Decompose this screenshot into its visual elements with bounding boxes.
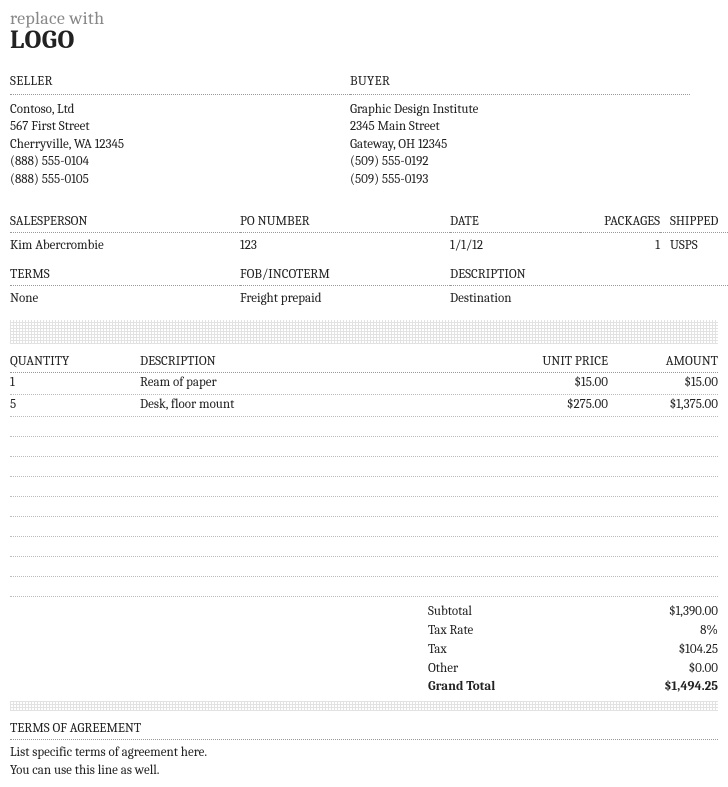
agreement-line1: List specific terms of agreement here. [10,744,718,762]
item-row: 1Ream of paper$15.00$15.00 [10,373,718,395]
order-details-row2: TERMS FOB/INCOTERM DESCRIPTION None Frei… [10,267,718,314]
item-row-empty [10,577,718,597]
description-value: Destination [450,291,728,314]
order-details-row1: SALESPERSON PO NUMBER DATE PACKAGES SHIP… [10,214,718,261]
item-row-empty [10,557,718,577]
buyer-street: 2345 Main Street [350,118,690,136]
item-row: 5Desk, floor mount$275.00$1,375.00 [10,395,718,417]
packages-header: PACKAGES [580,214,660,233]
unit-header: UNIT PRICE [498,354,608,369]
item-desc: Ream of paper [140,375,498,392]
salesperson-header: SALESPERSON [10,214,240,233]
item-row-empty [10,457,718,477]
agreement-body: List specific terms of agreement here. Y… [10,744,718,779]
item-amount: $15.00 [608,375,718,392]
item-unit: $275.00 [498,397,608,414]
salesperson-value: Kim Abercrombie [10,238,240,261]
taxrate-value: 8% [608,622,718,641]
item-row-empty [10,477,718,497]
seller-citystate: Cherryville, WA 12345 [10,136,350,154]
packages-value: 1 [580,238,660,261]
grandtotal-label: Grand Total [428,678,608,697]
seller-block: SELLER Contoso, Ltd 567 First Street Che… [10,73,350,188]
shipped-header: SHIPPED [660,214,728,233]
buyer-phone1: (509) 555-0192 [350,153,690,171]
items-body: 1Ream of paper$15.00$15.005Desk, floor m… [10,373,718,597]
items-header-row: QUANTITY DESCRIPTION UNIT PRICE AMOUNT [10,354,718,373]
amount-header: AMOUNT [608,354,718,369]
seller-phone2: (888) 555-0105 [10,171,350,189]
tax-label: Tax [428,641,608,660]
fob-value: Freight prepaid [240,291,450,314]
buyer-phone2: (509) 555-0193 [350,171,690,189]
item-desc: Desk, floor mount [140,397,498,414]
buyer-block: BUYER Graphic Design Institute 2345 Main… [350,73,690,188]
fob-header: FOB/INCOTERM [240,267,450,286]
divider-stripe [10,320,718,344]
shipped-value: USPS [660,238,728,261]
taxrate-label: Tax Rate [428,622,608,641]
date-header: DATE [450,214,580,233]
seller-phone1: (888) 555-0104 [10,153,350,171]
buyer-citystate: Gateway, OH 12345 [350,136,690,154]
buyer-label: BUYER [350,73,690,95]
parties-section: SELLER Contoso, Ltd 567 First Street Che… [10,73,718,188]
logo-placeholder: replace with LOGO [10,8,718,55]
item-row-empty [10,517,718,537]
totals-section: Subtotal $1,390.00 Tax Rate 8% Tax $104.… [10,603,718,697]
tax-value: $104.25 [608,641,718,660]
item-row-empty [10,417,718,437]
item-row-empty [10,437,718,457]
seller-label: SELLER [10,73,350,95]
seller-street: 567 First Street [10,118,350,136]
description-header: DESCRIPTION [450,267,728,286]
subtotal-value: $1,390.00 [608,603,718,622]
subtotal-label: Subtotal [428,603,608,622]
item-qty: 1 [10,375,140,392]
item-row-empty [10,497,718,517]
terms-value: None [10,291,240,314]
item-amount: $1,375.00 [608,397,718,414]
buyer-name: Graphic Design Institute [350,101,690,119]
qty-header: QUANTITY [10,354,140,369]
other-value: $0.00 [608,660,718,679]
agreement-line2: You can use this line as well. [10,762,718,780]
terms-header: TERMS [10,267,240,286]
item-unit: $15.00 [498,375,608,392]
item-qty: 5 [10,397,140,414]
other-label: Other [428,660,608,679]
agreement-header: TERMS OF AGREEMENT [10,721,718,740]
desc-header: DESCRIPTION [140,354,498,369]
logo-line2: LOGO [10,25,718,55]
po-header: PO NUMBER [240,214,450,233]
divider-stripe-2 [10,701,718,711]
seller-name: Contoso, Ltd [10,101,350,119]
po-value: 123 [240,238,450,261]
grandtotal-value: $1,494.25 [608,678,718,697]
item-row-empty [10,537,718,557]
date-value: 1/1/12 [450,238,580,261]
